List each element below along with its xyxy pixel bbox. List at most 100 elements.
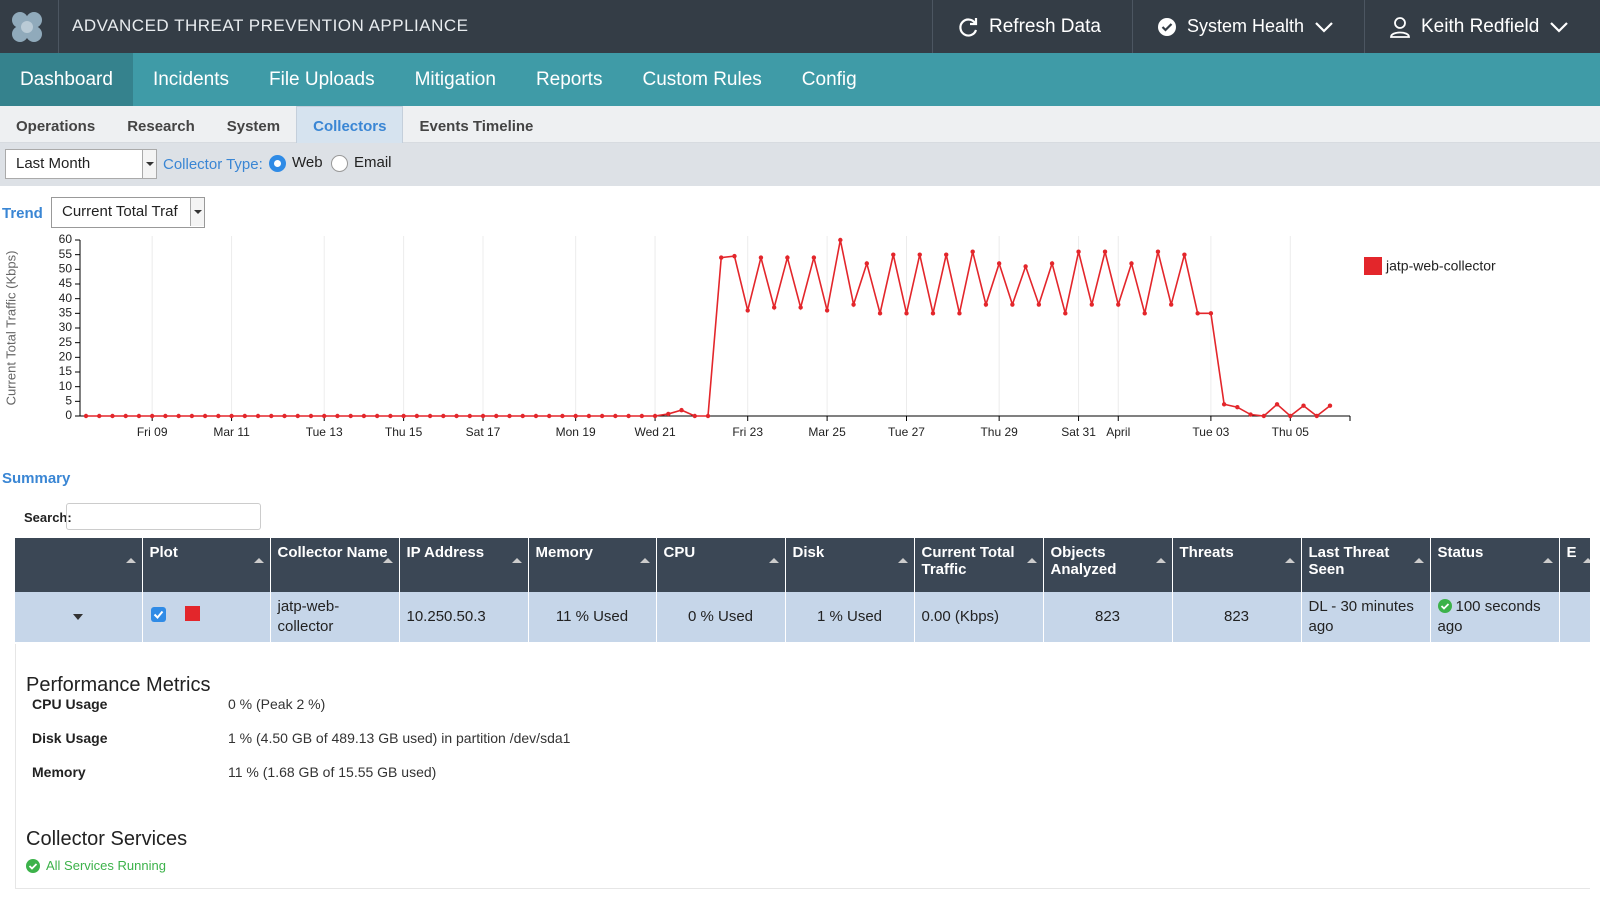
point bbox=[996, 261, 1002, 266]
system-health-menu[interactable]: System Health bbox=[1132, 0, 1364, 53]
legend-label: jatp-web-collector bbox=[1385, 258, 1496, 274]
header-cell[interactable]: Last Threat Seen bbox=[1301, 538, 1431, 592]
header-row: Plot Collector Name IP Address Memory CPU Dis… bbox=[15, 538, 1590, 592]
period-select[interactable]: Last Month bbox=[5, 149, 157, 179]
search-input[interactable] bbox=[66, 503, 261, 530]
metric-value: 1 % (4.50 GB of 489.13 GB used) in parti… bbox=[228, 730, 571, 746]
point bbox=[930, 311, 936, 316]
sub-tab[interactable]: Operations bbox=[16, 118, 96, 135]
x-tick-label: Fri 23 bbox=[732, 425, 763, 439]
x-tick-label: Thu 15 bbox=[385, 425, 423, 439]
header-cell bbox=[15, 538, 143, 592]
table-cell: 1 % Used bbox=[785, 592, 915, 642]
point bbox=[1155, 249, 1161, 254]
point bbox=[494, 413, 499, 419]
table-cell: 11 % Used bbox=[528, 592, 657, 642]
header-cell[interactable]: E bbox=[1559, 538, 1590, 592]
nav-tab[interactable]: Dashboard bbox=[0, 53, 133, 106]
header-cell[interactable]: CPU bbox=[656, 538, 786, 592]
services-title: Collector Services bbox=[26, 828, 188, 850]
metric-value: 11 % (1.68 GB of 15.55 GB used) bbox=[228, 764, 437, 780]
nav-tab[interactable]: Incidents bbox=[152, 69, 229, 90]
point bbox=[229, 413, 234, 419]
table-cell: DL - 30 minutes ago bbox=[1301, 592, 1431, 642]
point bbox=[1076, 249, 1081, 254]
point bbox=[149, 413, 155, 419]
trend-select[interactable]: Current Total Traf bbox=[51, 197, 205, 228]
table-cell: 100 seconds ago bbox=[1430, 592, 1560, 642]
point bbox=[573, 413, 578, 419]
nav-tab[interactable]: Mitigation bbox=[414, 69, 496, 90]
point bbox=[613, 413, 618, 419]
point bbox=[758, 255, 764, 260]
point bbox=[586, 413, 592, 419]
expand-caret[interactable] bbox=[72, 613, 84, 621]
point bbox=[1102, 249, 1108, 254]
x-tick-label: Sat 17 bbox=[466, 425, 501, 439]
x-tick-label: Mar 25 bbox=[808, 425, 846, 439]
point bbox=[1010, 302, 1015, 307]
sub-tab[interactable]: Collectors bbox=[296, 106, 404, 143]
x-tick-label: Tue 13 bbox=[306, 425, 343, 439]
nav-tab[interactable]: File Uploads bbox=[269, 69, 375, 90]
perf-title: Performance Metrics bbox=[26, 674, 211, 696]
point bbox=[1036, 302, 1042, 307]
header-cell[interactable]: Objects Analyzed bbox=[1043, 538, 1173, 592]
point bbox=[110, 413, 115, 419]
y-tick-label: 25 bbox=[59, 335, 73, 349]
point bbox=[1235, 405, 1240, 410]
cell-text: jatp-web-collector bbox=[277, 598, 340, 635]
point bbox=[454, 413, 459, 419]
cell-text: 0.00 (Kbps) bbox=[921, 608, 1000, 625]
x-tick-label: April bbox=[1106, 425, 1130, 439]
point bbox=[1129, 261, 1134, 266]
table-cell bbox=[1559, 592, 1590, 642]
metric-label: Disk Usage bbox=[32, 730, 108, 746]
table-cell: 823 bbox=[1172, 592, 1302, 642]
point bbox=[322, 413, 327, 419]
table-row: jatp-web-collector 10.250.50.3 11 % Used 0 … bbox=[15, 592, 1590, 642]
sub-tab[interactable]: Research bbox=[127, 118, 195, 135]
header-cell[interactable]: Collector Name bbox=[270, 538, 400, 592]
nav-tab[interactable]: Custom Rules bbox=[642, 69, 762, 90]
x-tick-label: Mar 11 bbox=[213, 425, 250, 439]
user-menu[interactable]: Keith Redfield bbox=[1364, 0, 1600, 53]
header-cell[interactable]: Status bbox=[1430, 538, 1560, 592]
sub-tab[interactable]: Events Timeline bbox=[419, 118, 534, 135]
point bbox=[308, 413, 314, 419]
point bbox=[652, 413, 658, 419]
header-cell[interactable]: Disk bbox=[785, 538, 915, 592]
services-status-text: All Services Running bbox=[46, 858, 166, 873]
y-tick-label: 45 bbox=[59, 276, 73, 290]
point bbox=[904, 311, 909, 316]
chevron bbox=[1315, 21, 1333, 33]
header-cell[interactable]: Current Total Traffic bbox=[914, 538, 1044, 592]
metric-value: 0 % (Peak 2 %) bbox=[228, 696, 326, 712]
header-cell[interactable]: Threats bbox=[1172, 538, 1302, 592]
ok-icon bbox=[26, 858, 40, 873]
point bbox=[520, 413, 525, 419]
point bbox=[970, 249, 975, 254]
cell-text: DL - 30 minutes ago bbox=[1308, 598, 1414, 635]
x-tick-label: Tue 03 bbox=[1192, 425, 1229, 439]
point bbox=[136, 413, 142, 419]
sub-tab[interactable]: System bbox=[226, 118, 281, 135]
health-icon bbox=[1158, 17, 1176, 36]
radio-email[interactable]: Email bbox=[331, 154, 392, 172]
plot-toggle[interactable] bbox=[150, 604, 210, 624]
point bbox=[507, 413, 512, 419]
x-tick-label: Tue 27 bbox=[888, 425, 925, 439]
header-cell[interactable]: IP Address bbox=[399, 538, 529, 592]
refresh-button[interactable]: Refresh Data bbox=[932, 0, 1132, 53]
point bbox=[1049, 261, 1055, 266]
point bbox=[917, 252, 922, 257]
nav-tab[interactable]: Config bbox=[801, 69, 857, 90]
radio-web[interactable]: Web bbox=[269, 154, 323, 172]
cell-text: 11 % Used bbox=[555, 608, 629, 625]
point bbox=[666, 411, 671, 417]
point bbox=[944, 252, 949, 257]
header-cell[interactable]: Memory bbox=[528, 538, 657, 592]
legend-swatch bbox=[1364, 257, 1382, 275]
header-cell[interactable]: Plot bbox=[142, 538, 271, 592]
nav-tab[interactable]: Reports bbox=[535, 69, 603, 90]
